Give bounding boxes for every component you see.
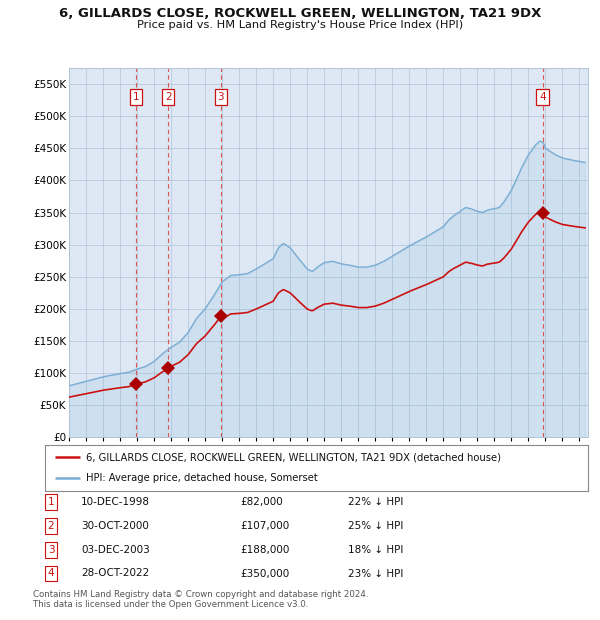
Text: 22% ↓ HPI: 22% ↓ HPI: [348, 497, 403, 507]
Text: 3: 3: [217, 92, 224, 102]
Text: 10-DEC-1998: 10-DEC-1998: [81, 497, 150, 507]
Text: £350,000: £350,000: [240, 569, 289, 578]
Text: 2: 2: [165, 92, 172, 102]
Text: £107,000: £107,000: [240, 521, 289, 531]
Text: 4: 4: [539, 92, 546, 102]
Text: 28-OCT-2022: 28-OCT-2022: [81, 569, 149, 578]
Text: 18% ↓ HPI: 18% ↓ HPI: [348, 545, 403, 555]
Text: 4: 4: [47, 569, 55, 578]
Text: 1: 1: [133, 92, 139, 102]
Text: 30-OCT-2000: 30-OCT-2000: [81, 521, 149, 531]
Text: 1: 1: [47, 497, 55, 507]
Text: 6, GILLARDS CLOSE, ROCKWELL GREEN, WELLINGTON, TA21 9DX: 6, GILLARDS CLOSE, ROCKWELL GREEN, WELLI…: [59, 7, 541, 20]
Text: Price paid vs. HM Land Registry's House Price Index (HPI): Price paid vs. HM Land Registry's House …: [137, 20, 463, 30]
Text: Contains HM Land Registry data © Crown copyright and database right 2024.: Contains HM Land Registry data © Crown c…: [33, 590, 368, 599]
Text: £188,000: £188,000: [240, 545, 289, 555]
Text: HPI: Average price, detached house, Somerset: HPI: Average price, detached house, Some…: [86, 474, 317, 484]
Text: 25% ↓ HPI: 25% ↓ HPI: [348, 521, 403, 531]
Text: 2: 2: [47, 521, 55, 531]
Text: 3: 3: [47, 545, 55, 555]
Text: This data is licensed under the Open Government Licence v3.0.: This data is licensed under the Open Gov…: [33, 600, 308, 609]
Text: 6, GILLARDS CLOSE, ROCKWELL GREEN, WELLINGTON, TA21 9DX (detached house): 6, GILLARDS CLOSE, ROCKWELL GREEN, WELLI…: [86, 452, 501, 462]
Text: 23% ↓ HPI: 23% ↓ HPI: [348, 569, 403, 578]
Text: £82,000: £82,000: [240, 497, 283, 507]
Text: 03-DEC-2003: 03-DEC-2003: [81, 545, 150, 555]
